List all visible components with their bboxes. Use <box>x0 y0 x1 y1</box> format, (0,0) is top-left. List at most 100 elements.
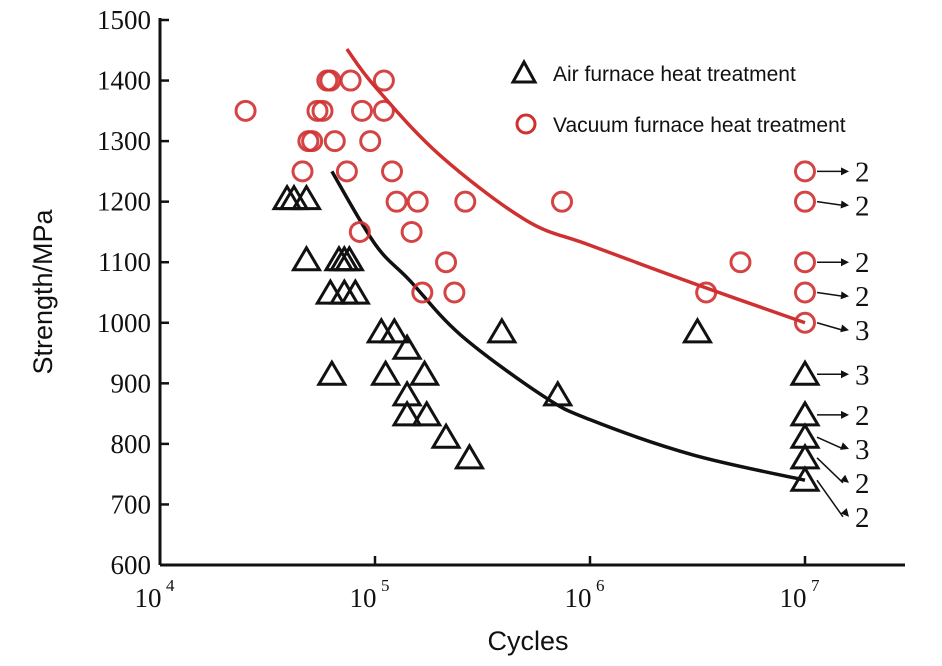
y-tick-label: 700 <box>111 489 152 519</box>
x-tick-label: 10 <box>780 583 807 613</box>
annotation-arrow <box>816 479 844 518</box>
vacuum-point <box>454 190 477 213</box>
arrowhead-icon <box>840 474 849 483</box>
y-tick-label: 1100 <box>98 247 151 277</box>
legend-triangle-marker <box>510 58 538 84</box>
annotation-arrow <box>816 436 844 450</box>
annotation-count: 2 <box>855 190 870 222</box>
air-point <box>333 244 366 272</box>
vacuum-point <box>443 281 466 304</box>
vacuum-point <box>301 130 324 153</box>
air-fit-curve <box>330 170 806 482</box>
annotation-count: 2 <box>855 281 870 313</box>
vacuum-point <box>411 281 434 304</box>
vacuum-point <box>348 220 371 243</box>
arrowhead-icon <box>841 370 849 379</box>
vacuum-point <box>372 69 395 92</box>
vacuum-point <box>385 190 408 213</box>
annotation-count: 2 <box>855 400 870 432</box>
y-tick-label: 900 <box>111 368 152 398</box>
air-point <box>789 359 821 386</box>
annotation-count: 2 <box>855 247 870 279</box>
air-point <box>408 359 441 386</box>
air-point <box>789 442 821 470</box>
vacuum-point <box>551 190 574 213</box>
vacuum-point <box>794 251 816 274</box>
vacuum-point <box>794 311 816 334</box>
air-point <box>316 359 348 386</box>
vacuum-point <box>794 281 816 304</box>
arrowhead-icon <box>841 258 849 267</box>
y-tick-label: 1400 <box>97 66 151 96</box>
annotation-count: 2 <box>855 468 870 500</box>
arrowhead-icon <box>840 200 849 209</box>
annotation-arrow <box>816 291 844 297</box>
data-points <box>234 69 821 492</box>
vacuum-point <box>339 69 362 92</box>
vacuum-point <box>695 281 718 304</box>
vacuum-point <box>406 190 429 213</box>
y-tick-label: 1000 <box>97 308 151 338</box>
vacuum-point <box>729 251 752 274</box>
arrowhead-icon <box>840 291 849 300</box>
air-point <box>391 399 423 427</box>
air-point <box>411 399 443 427</box>
legend-label-vacuum: Vacuum furnace heat treatment <box>553 114 846 137</box>
y-axis-label: Strength/MPa <box>28 208 58 374</box>
vacuum-point <box>311 99 334 122</box>
x-tick-exponent: 4 <box>166 576 175 595</box>
vacuum-point <box>291 160 314 183</box>
vacuum-point <box>400 220 423 243</box>
x-tick-exponent: 5 <box>381 576 390 595</box>
air-point <box>391 333 423 360</box>
annotation-count: 3 <box>855 434 870 466</box>
annotation-arrow <box>816 200 844 207</box>
annotation-count: 2 <box>855 502 870 534</box>
vacuum-point <box>435 251 458 274</box>
annotation-count: 2 <box>855 156 870 188</box>
annotation-arrow <box>816 457 844 484</box>
x-tick-label: 10 <box>135 583 162 613</box>
y-tick-label: 1300 <box>97 126 151 156</box>
y-tick-label: 600 <box>111 550 152 580</box>
y-tick-label: 1500 <box>97 5 151 35</box>
x-tick-exponent: 7 <box>811 576 820 595</box>
air-point <box>378 316 410 344</box>
annotation-arrow <box>816 322 844 331</box>
air-point <box>453 442 486 470</box>
vacuum-point <box>381 160 404 183</box>
x-tick-label: 10 <box>565 583 592 613</box>
legend-label-air: Air furnace heat treatment <box>553 63 796 86</box>
vacuum-point <box>794 190 816 213</box>
legend-circle-marker <box>515 113 537 135</box>
legend: Air furnace heat treatment Vacuum furnac… <box>510 58 846 137</box>
vacuum-point <box>794 160 816 183</box>
air-point <box>290 244 323 272</box>
air-point <box>339 278 371 305</box>
air-point <box>365 316 397 344</box>
y-tick-label: 1200 <box>97 187 151 217</box>
annotation-count: 3 <box>855 359 870 391</box>
vacuum-point <box>234 99 257 122</box>
air-point <box>430 422 462 449</box>
vacuum-point <box>372 99 395 122</box>
x-tick-label: 10 <box>350 583 377 613</box>
y-tick-label: 800 <box>111 429 152 459</box>
air-point <box>542 379 574 407</box>
air-point <box>789 399 821 427</box>
arrowhead-icon <box>841 410 849 419</box>
x-tick-exponent: 6 <box>596 576 605 595</box>
air-point <box>681 316 714 344</box>
vacuum-point <box>359 130 382 153</box>
vacuum-fit-curve <box>345 48 806 325</box>
vacuum-point <box>323 130 346 153</box>
arrowhead-icon <box>840 324 849 333</box>
air-point <box>369 359 402 386</box>
annotation-count: 3 <box>855 315 870 347</box>
arrowhead-icon <box>840 508 849 517</box>
vacuum-point <box>350 99 373 122</box>
x-axis-label: Cycles <box>487 626 568 656</box>
